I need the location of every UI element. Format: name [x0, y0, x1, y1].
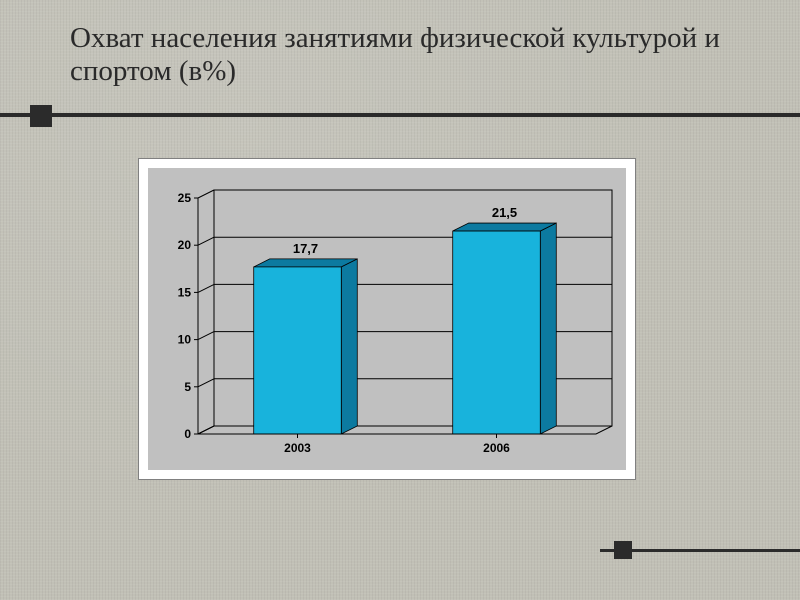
gridline-step [198, 379, 214, 387]
bar-chart: 0 5 10 15 20 25 17,7 2003 21,5 2006 [148, 168, 626, 470]
y-tick-label: 15 [178, 285, 192, 299]
bottom-divider-line [600, 549, 800, 552]
y-tick-label: 0 [184, 427, 191, 441]
y-tick-label: 5 [184, 380, 191, 394]
bar-top [254, 259, 358, 267]
slide: Охват населения занятиями физической кул… [0, 0, 800, 600]
top-divider [0, 110, 800, 118]
gridline-step [198, 284, 214, 292]
top-divider-square [30, 105, 52, 127]
bar-side [341, 259, 357, 434]
bottom-divider [600, 546, 800, 554]
slide-title: Охват населения занятиями физической кул… [70, 22, 730, 89]
gridline-step [198, 237, 214, 245]
bar-front [254, 267, 342, 434]
gridline-step [198, 190, 214, 198]
x-tick-label: 2003 [284, 441, 311, 455]
bar-value-label: 17,7 [293, 241, 318, 256]
x-tick-label: 2006 [483, 441, 510, 455]
title-block: Охват населения занятиями физической кул… [70, 22, 730, 89]
y-tick-label: 20 [178, 238, 192, 252]
top-divider-line [0, 113, 800, 117]
y-tick-label: 10 [178, 333, 192, 347]
bar-front [453, 231, 541, 434]
chart-panel: 0 5 10 15 20 25 17,7 2003 21,5 2006 [138, 158, 636, 480]
bar-top [453, 223, 557, 231]
bar-value-label: 21,5 [492, 205, 517, 220]
y-tick-label: 25 [178, 191, 192, 205]
gridline-step [198, 332, 214, 340]
bar-side [540, 223, 556, 434]
chart-plot-area: 0 5 10 15 20 25 17,7 2003 21,5 2006 [148, 168, 626, 470]
